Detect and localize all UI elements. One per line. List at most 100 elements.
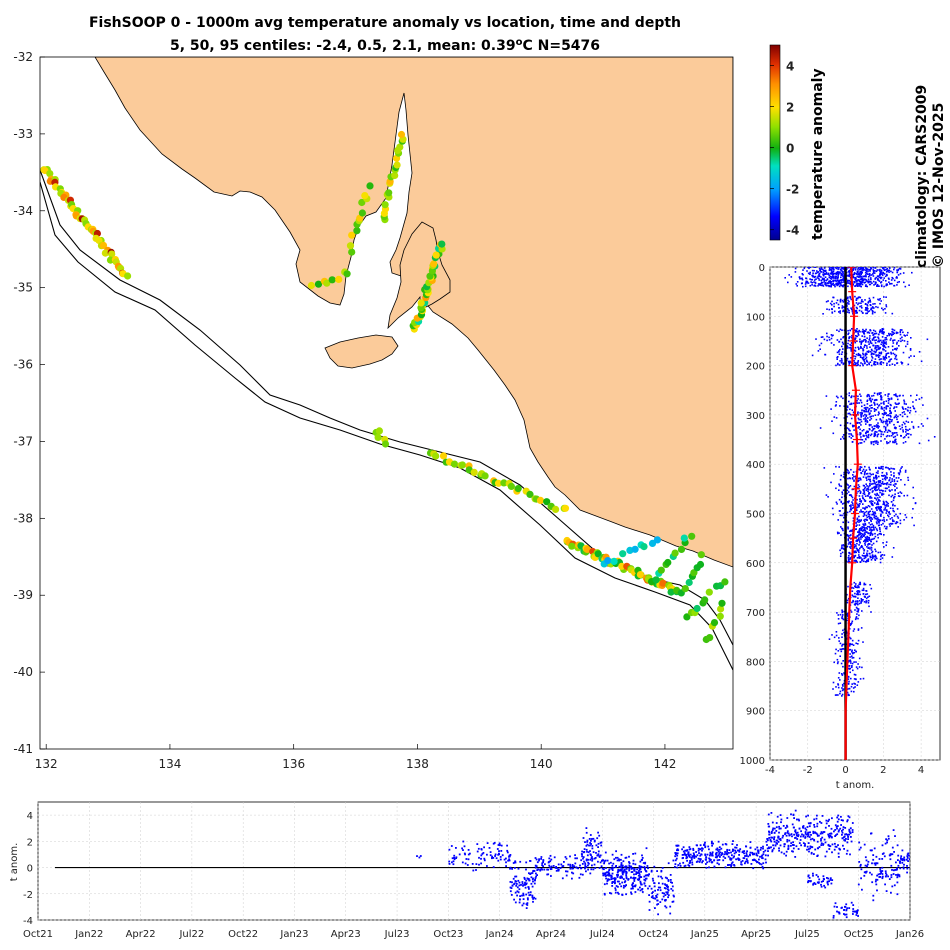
timeseries-point (595, 852, 597, 854)
depth-point (882, 475, 884, 477)
depth-point (869, 350, 872, 353)
timeseries-point (669, 905, 672, 908)
depth-point (849, 429, 851, 432)
timeseries-point (861, 888, 863, 891)
timeseries-point (863, 871, 866, 874)
depth-point (901, 415, 904, 418)
depth-point (863, 514, 866, 516)
timeseries-point (618, 859, 621, 862)
depth-point (850, 433, 852, 435)
depth-point (899, 330, 902, 333)
depth-point (836, 662, 839, 665)
map-point (358, 198, 366, 207)
timeseries-point (467, 858, 470, 861)
depth-point (838, 307, 840, 309)
depth-point (880, 435, 882, 438)
depth-point (855, 415, 857, 417)
depth-point (882, 402, 885, 404)
map-point (417, 299, 425, 307)
timeseries-point (846, 834, 849, 836)
map-point (716, 612, 724, 620)
depth-point (849, 297, 852, 299)
depth-point (869, 495, 872, 498)
depth-point (825, 272, 828, 274)
map-point (688, 532, 696, 540)
depth-point (836, 278, 839, 280)
depth-point (825, 494, 828, 496)
depth-point (841, 693, 844, 696)
depth-point (826, 339, 828, 342)
depth-point (855, 661, 857, 663)
timeseries-point (514, 880, 517, 882)
depth-point (860, 282, 863, 284)
depth-point (822, 273, 824, 276)
depth-point (865, 483, 867, 485)
colorbar-tick: -2 (786, 183, 799, 197)
timeseries-point (738, 854, 740, 856)
depth-point (868, 283, 871, 286)
depth-point (870, 410, 872, 412)
timeseries-point (632, 862, 635, 865)
depth-point (841, 683, 844, 686)
depth-point (808, 267, 810, 270)
depth-point (886, 442, 888, 445)
depth-point (830, 283, 833, 286)
depth-point (842, 685, 844, 687)
depth-point (849, 648, 852, 651)
timeseries-point (834, 842, 836, 845)
depth-point (832, 267, 835, 269)
depth-point (886, 414, 888, 417)
timeseries-point (511, 884, 514, 887)
depth-point (843, 281, 845, 283)
timeseries-point (497, 859, 500, 862)
depth-point (875, 556, 877, 558)
timeseries-point (869, 871, 871, 874)
depth-point (884, 394, 887, 396)
depth-point (868, 337, 871, 339)
timeseries-point (620, 853, 623, 856)
depth-point (847, 329, 849, 332)
depth-point (852, 411, 855, 414)
depth-point (874, 485, 877, 487)
depth-point (899, 331, 902, 334)
timeseries-point (579, 864, 581, 867)
depth-point (867, 278, 870, 281)
depth-point (886, 434, 889, 437)
timeseries-point (843, 835, 846, 838)
depth-point (864, 344, 866, 347)
map-point (705, 588, 713, 596)
timeseries-point (543, 868, 546, 871)
timeseries-point (536, 874, 538, 876)
depth-point (846, 307, 849, 310)
depth-point (866, 525, 869, 528)
depth-point (847, 484, 849, 486)
depth-point (883, 554, 886, 556)
depth-point (842, 434, 845, 436)
timeseries-point (844, 906, 847, 908)
depth-point (847, 412, 849, 415)
depth-point (804, 285, 807, 288)
timeseries-point (539, 868, 542, 871)
depth-point (850, 643, 852, 646)
depth-point (882, 328, 885, 330)
map-panel: 132 134 136 138 140 142-32-33-34-35-36-37-38-… (13, 50, 734, 771)
depth-point (861, 546, 864, 548)
depth-point (838, 637, 840, 639)
timeseries-point (786, 817, 789, 819)
timeseries-point (619, 877, 622, 879)
depth-point (856, 561, 858, 563)
depth-point (847, 597, 850, 600)
depth-point (846, 405, 849, 407)
depth-point (871, 513, 873, 516)
depth-point (862, 435, 865, 437)
timeseries-point (897, 864, 900, 867)
timeseries-point (833, 905, 836, 908)
depth-point (826, 335, 828, 338)
timeseries-point (591, 847, 594, 850)
timeseries-point (534, 877, 537, 879)
depth-point (899, 329, 902, 331)
depth-point (828, 638, 831, 640)
timeseries-point (604, 851, 607, 854)
timeseries-point (582, 856, 585, 858)
timeseries-point (804, 843, 806, 845)
